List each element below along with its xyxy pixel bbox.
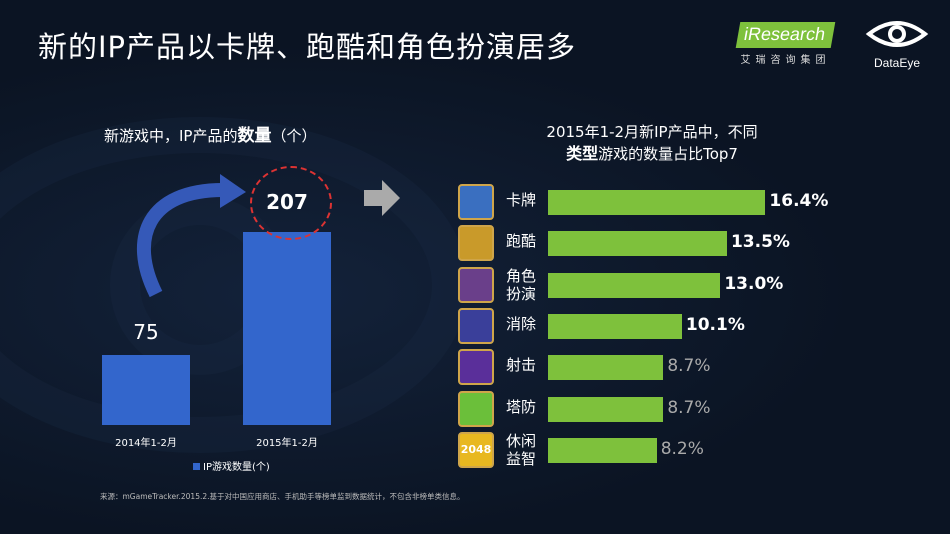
hbar-2 xyxy=(548,272,721,298)
bar-0 xyxy=(102,354,190,425)
growth-arrow-icon xyxy=(136,174,246,298)
card-hero-game-icon xyxy=(458,184,494,220)
dark-mage-game-icon xyxy=(458,266,494,303)
right-title-bold: 类型 xyxy=(566,144,599,163)
left-title-bold: 数量 xyxy=(237,126,272,146)
hbar-value-label-4: 8.7% xyxy=(667,356,711,377)
iresearch-logo-subtitle: 艾瑞咨询集团 xyxy=(740,55,831,66)
right-title-line2: 类型游戏的数量占比Top7 xyxy=(500,143,804,165)
right-arrow-icon xyxy=(364,180,400,216)
right-title-line1: 2015年1-2月新IP产品中，不同 xyxy=(546,123,758,141)
legend-swatch xyxy=(193,463,200,470)
hbar-4 xyxy=(548,355,664,381)
hbar-value-label-3: 10.1% xyxy=(685,314,745,335)
hbar-3 xyxy=(548,313,682,339)
bar-value-label-0: 75 xyxy=(133,320,159,344)
match-gems-game-icon xyxy=(458,307,494,344)
left-chart-title: 新游戏中，IP产品的数量（个） xyxy=(104,121,317,146)
carrot-tower-defense-icon xyxy=(458,390,494,427)
category-label-0: 2014年1-2月 xyxy=(115,438,177,449)
source-note: 来源：mGameTracker.2015.2.基于对中国应用商店、手机助手等榜单… xyxy=(100,492,465,501)
category-label-0: 卡牌 xyxy=(506,191,537,209)
category-label-6: 休闲 益智 xyxy=(506,431,537,468)
2048-game-icon: 2048 xyxy=(458,431,494,468)
iresearch-logo: iResearch 艾瑞咨询集团 xyxy=(735,22,836,66)
right-chart-title: 2015年1-2月新IP产品中，不同 类型游戏的数量占比Top7 xyxy=(500,121,804,165)
hbar-5 xyxy=(548,396,664,422)
dataeye-logo: DataEye xyxy=(862,18,932,70)
hbar-0 xyxy=(548,190,766,215)
bar-1 xyxy=(243,231,331,425)
legend-label: IP游戏数量(个) xyxy=(203,462,270,473)
category-label-3: 消除 xyxy=(506,314,537,333)
page-title: 新的IP产品以卡牌、跑酷和角色扮演居多 xyxy=(38,30,577,64)
temple-run-game-icon xyxy=(458,225,494,262)
category-label-1: 跑酷 xyxy=(506,232,537,251)
shooter-game-icon xyxy=(458,349,494,386)
category-label-4: 射击 xyxy=(506,356,537,375)
highlight-circle xyxy=(250,166,332,240)
left-title-suffix: （个） xyxy=(271,127,317,145)
hbar-value-label-5: 8.7% xyxy=(667,397,711,418)
dataeye-eye-icon xyxy=(865,21,929,47)
hbar-value-label-2: 13.0% xyxy=(724,273,784,294)
hbar-6 xyxy=(548,437,657,463)
iresearch-logo-text: iResearch xyxy=(735,22,836,48)
right-title-suffix: 游戏的数量占比Top7 xyxy=(598,145,738,163)
hbar-value-label-6: 8.2% xyxy=(660,438,704,459)
category-label-5: 塔防 xyxy=(506,397,537,416)
hbar-1 xyxy=(548,231,727,257)
left-title-prefix: 新游戏中，IP产品的 xyxy=(104,127,238,145)
hbar-value-label-0: 16.4% xyxy=(769,191,829,211)
category-label-1: 2015年1-2月 xyxy=(256,438,318,449)
dataeye-logo-text: DataEye xyxy=(873,56,921,70)
category-label-2: 角色 扮演 xyxy=(506,266,537,303)
hbar-value-label-1: 13.5% xyxy=(730,232,790,253)
left-chart-legend: IP游戏数量(个) xyxy=(193,458,270,473)
